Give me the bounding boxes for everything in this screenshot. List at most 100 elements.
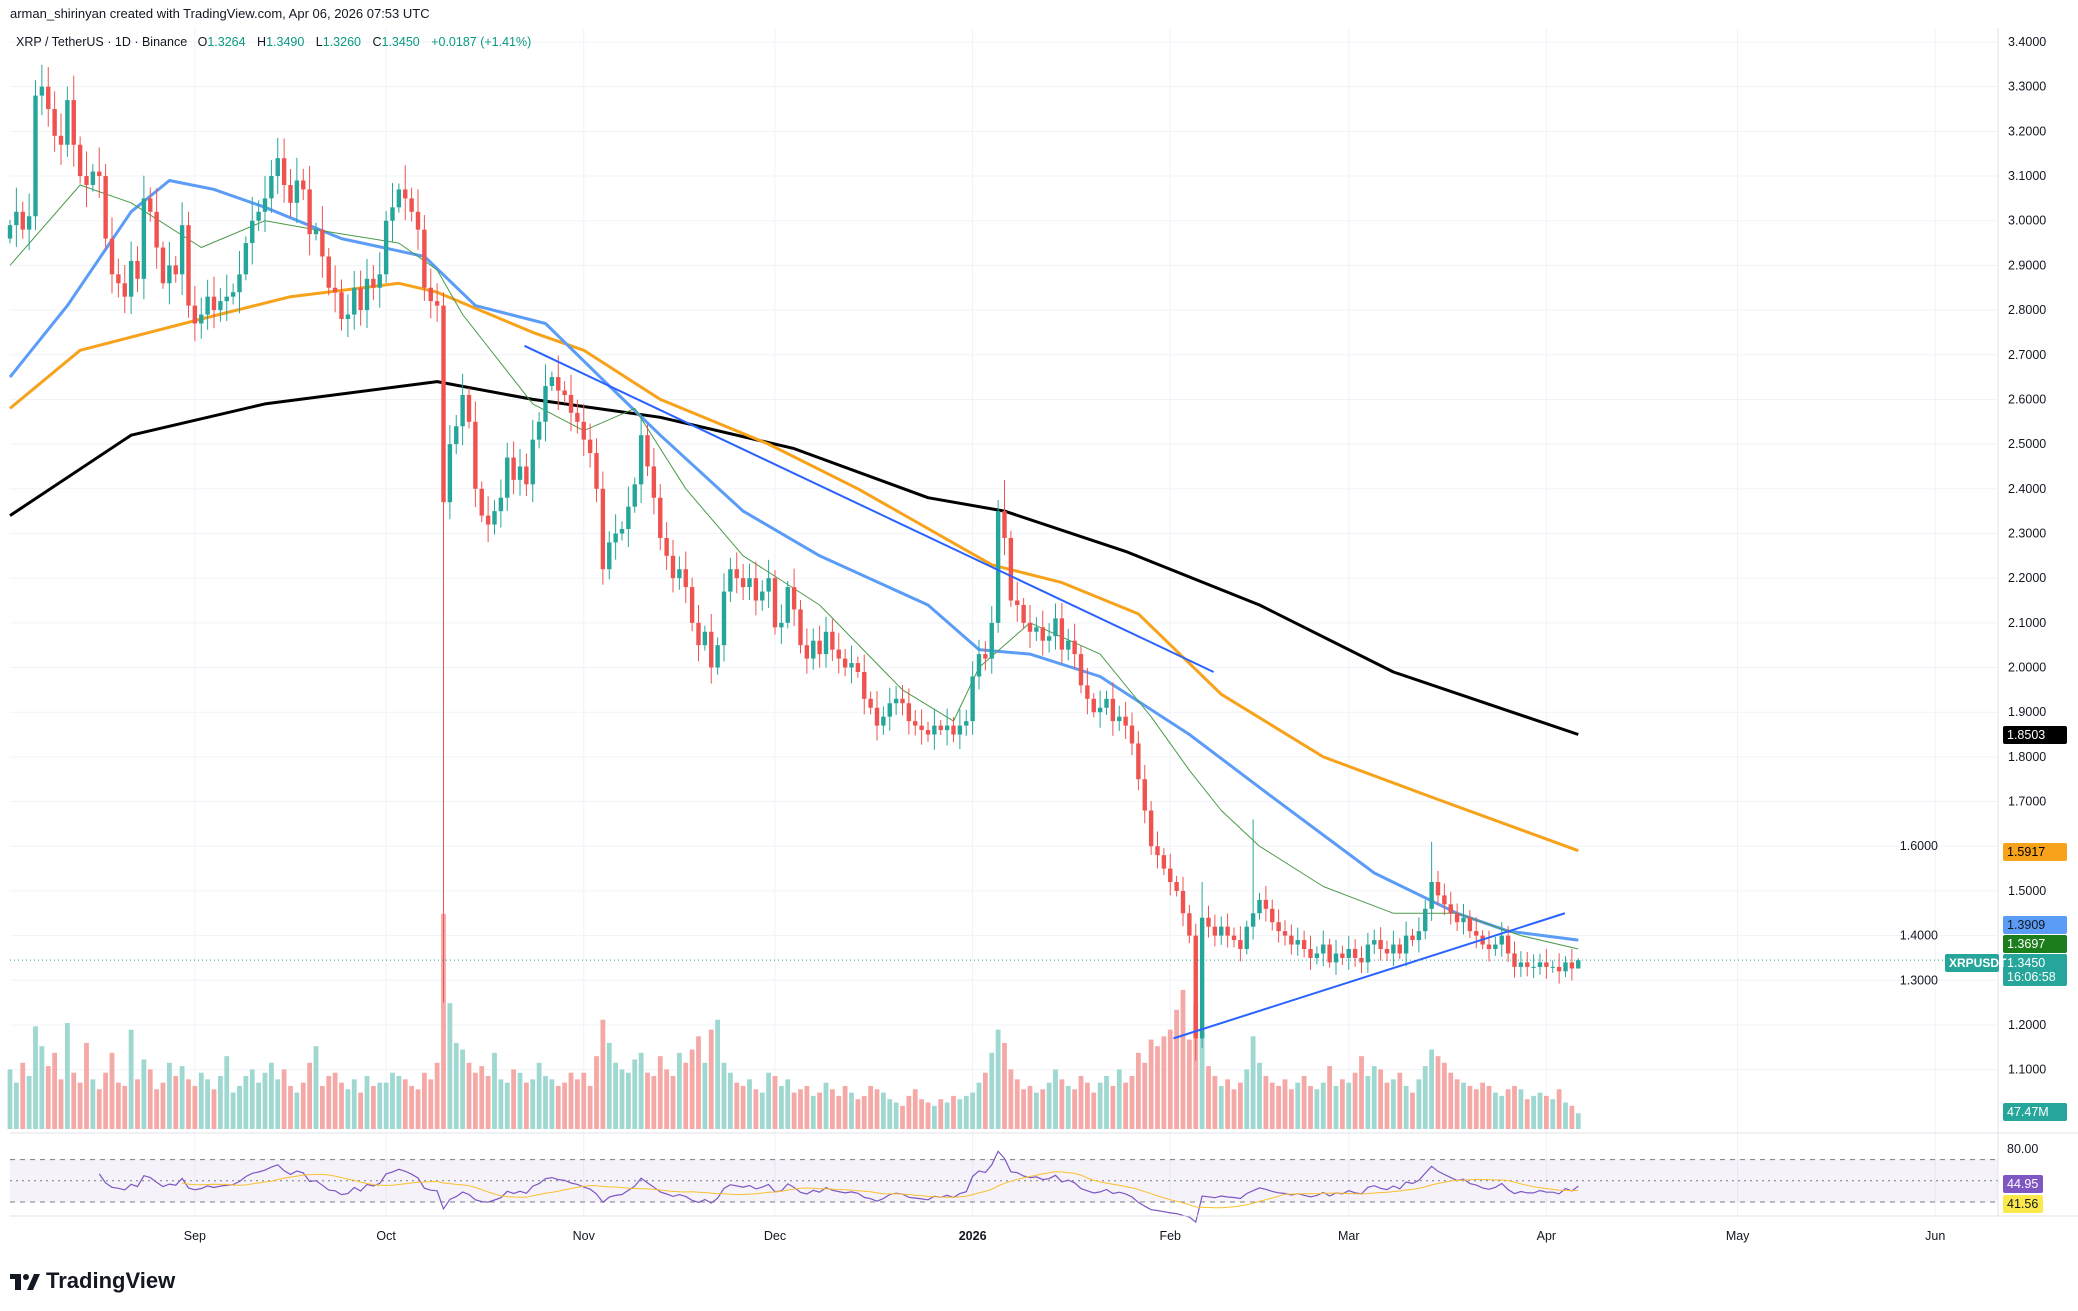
- last-price-label: 1.3450 16:06:58: [2003, 954, 2067, 986]
- ma20-line: [9, 184, 1579, 950]
- candle-body: [887, 703, 892, 717]
- candle-body: [269, 176, 274, 199]
- volume-bar: [523, 1082, 529, 1129]
- volume-bar: [103, 1072, 109, 1129]
- candle-body: [103, 176, 108, 239]
- volume-bar: [364, 1076, 370, 1129]
- volume-bar: [645, 1072, 650, 1129]
- volume-bar: [925, 1102, 931, 1129]
- candle-body: [1454, 913, 1460, 923]
- candle-body: [900, 698, 905, 704]
- price-tick-label: 1.8000: [2008, 750, 2046, 764]
- volume-bar: [1014, 1079, 1020, 1129]
- volume-bar: [1110, 1085, 1116, 1129]
- candle-body: [1091, 698, 1096, 713]
- volume-bar: [836, 1095, 842, 1129]
- tradingview-logo[interactable]: TradingView: [10, 1268, 175, 1294]
- volume-bar: [574, 1079, 580, 1129]
- change-value: +0.0187 (+1.41%): [431, 35, 532, 49]
- candle-body: [173, 265, 178, 275]
- volume-bar: [1263, 1076, 1269, 1129]
- candle-body: [842, 658, 848, 668]
- volume-bar: [1078, 1076, 1084, 1129]
- volume-bar: [281, 1069, 287, 1129]
- price-tick-label: 2.6000: [2008, 392, 2046, 406]
- candle-body: [390, 207, 395, 221]
- candle-body: [65, 100, 70, 145]
- candle-body: [7, 225, 13, 239]
- volume-bar: [1104, 1076, 1109, 1129]
- volume-bar: [275, 1079, 281, 1129]
- volume-bar: [1512, 1085, 1517, 1129]
- volume-bar: [1206, 1066, 1211, 1129]
- volume-bar: [96, 1089, 102, 1129]
- time-tick-label: Feb: [1159, 1229, 1181, 1243]
- volume-bar: [1142, 1062, 1148, 1129]
- price-tick-label: 1.1000: [2008, 1063, 2046, 1077]
- candle-body: [740, 578, 746, 588]
- volume-bar: [1008, 1069, 1014, 1129]
- volume-bar: [122, 1085, 128, 1129]
- candle-body: [1391, 944, 1396, 954]
- candle-body: [536, 421, 542, 440]
- candle-body: [179, 225, 185, 275]
- volume-bar: [64, 1023, 70, 1129]
- candle-body: [281, 158, 287, 185]
- volume-bar: [919, 1099, 925, 1129]
- volume-bar: [1339, 1079, 1345, 1129]
- candle-body: [581, 421, 586, 440]
- candle-body: [874, 707, 880, 726]
- candle-body: [517, 466, 523, 480]
- candle-body: [26, 216, 32, 230]
- volume-bar: [880, 1092, 886, 1129]
- candle-body: [1168, 868, 1173, 882]
- time-tick-label: Mar: [1338, 1229, 1360, 1243]
- volume-bar: [237, 1085, 242, 1129]
- ma100-price-label: 1.5917: [2003, 843, 2067, 861]
- volume-bar: [708, 1029, 714, 1129]
- candle-body: [192, 305, 198, 324]
- candle-body: [479, 488, 484, 516]
- volume-bar: [319, 1085, 325, 1129]
- volume-bar: [1002, 1042, 1007, 1129]
- volume-bar: [842, 1085, 848, 1129]
- candle-body: [702, 631, 708, 646]
- volume-bar: [753, 1089, 759, 1129]
- volume-bar: [511, 1069, 517, 1129]
- volume-bar: [1167, 1029, 1173, 1129]
- candle-body: [77, 144, 83, 177]
- volume-bar: [1327, 1066, 1333, 1129]
- volume-bar: [1320, 1082, 1326, 1129]
- ma200-price-label: 1.8503: [2003, 726, 2067, 744]
- time-tick-label: 2026: [959, 1229, 987, 1243]
- candle-body: [804, 645, 810, 659]
- candle-body: [1244, 926, 1249, 950]
- volume-bar: [1333, 1085, 1339, 1129]
- candle-body: [511, 457, 516, 480]
- candle-body: [1499, 935, 1504, 945]
- candle-body: [1576, 960, 1581, 969]
- candle-body: [811, 640, 816, 659]
- candle-body: [1225, 926, 1230, 936]
- volume-bar: [912, 1089, 918, 1129]
- candle-body: [352, 287, 357, 315]
- candle-body: [658, 497, 663, 538]
- candle-body: [849, 663, 854, 668]
- candle-body: [1486, 944, 1492, 950]
- candle-body: [893, 698, 899, 704]
- candle-body: [1008, 537, 1014, 601]
- volume-bar: [211, 1089, 217, 1129]
- candle-body: [1308, 949, 1313, 958]
- volume-bar: [1193, 1003, 1199, 1129]
- candle-body: [1187, 913, 1192, 936]
- candle-body: [1544, 962, 1549, 967]
- candle-body: [1117, 716, 1122, 722]
- volume-bar: [20, 1062, 26, 1129]
- candle-body: [524, 466, 529, 485]
- volume-bar: [1314, 1089, 1320, 1129]
- volume-bar: [1378, 1069, 1384, 1129]
- candle-body: [1289, 935, 1294, 945]
- candle-body: [52, 109, 57, 136]
- candle-body: [1142, 779, 1147, 811]
